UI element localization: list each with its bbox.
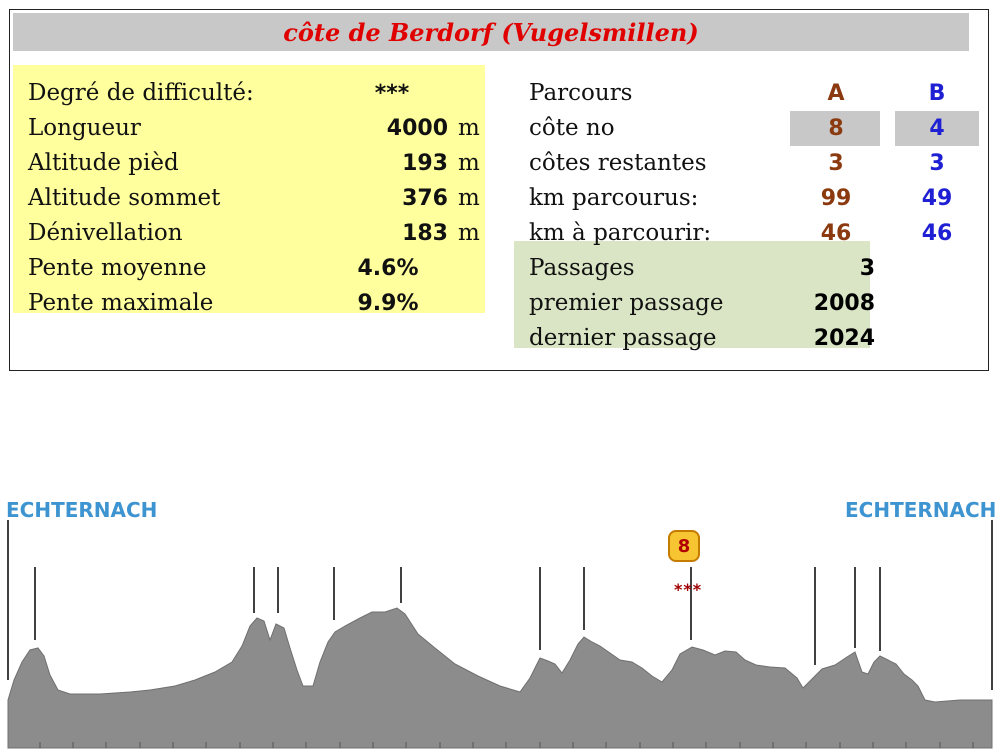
climb-stats-box [13,65,485,313]
course-a-cell-bg [790,111,880,146]
course-row-label: km parcourus: [529,185,699,211]
course-a-value: 46 [820,221,852,246]
end-town-label: ECHTERNACH [845,498,997,522]
course-a-value: 8 [828,116,844,141]
start-town-label: ECHTERNACH [6,498,158,522]
page-title: côte de Berdorf (Vugelsmillen) [13,13,969,51]
climb-marker-lines [7,520,993,690]
stat-label: Pente moyenne [28,255,207,281]
course-b-header: B [928,81,946,106]
stat-label: Altitude pièd [28,150,179,176]
passage-label: premier passage [529,290,724,316]
stat-value: 183 [402,221,448,246]
stat-unit: m [458,115,480,141]
course-header-label: Parcours [529,80,633,106]
passage-label: Passages [529,255,635,281]
course-row-label: côtes restantes [529,150,707,176]
course-a-header: A [827,81,845,106]
elevation-area [7,607,993,749]
stat-unit: m [458,185,480,211]
stat-unit: m [458,150,480,176]
stat-label: Dénivellation [28,220,183,246]
stat-unit: m [458,220,480,246]
km-ticks [39,742,974,748]
course-b-value: 3 [929,151,945,176]
course-b-value: 49 [921,186,953,211]
stat-value: 376 [402,186,448,211]
passage-value: 3 [859,256,875,281]
passages-box [514,241,870,348]
course-b-value: 46 [921,221,953,246]
stat-label: Pente maximale [28,290,214,316]
elevation-profile [7,520,993,749]
course-b-cell-bg [895,111,979,146]
climb-info-panel [9,9,989,371]
stat-label: Altitude sommet [28,185,221,211]
passage-value: 2008 [813,291,875,316]
stat-value: 193 [402,151,448,176]
climb-difficulty-stars: *** [674,580,703,599]
course-row-label: côte no [529,115,615,141]
stat-value: 4000 [386,116,448,141]
passage-label: dernier passage [529,325,717,351]
stat-label: Longueur [28,115,141,141]
difficulty-label: Degré de difficulté: [28,80,254,106]
course-a-value: 3 [828,151,844,176]
climb-number-badge: 8 [668,530,700,562]
difficulty-stars: *** [374,81,410,106]
stat-value: 4.6% [357,256,419,281]
course-row-label: km à parcourir: [529,220,712,246]
course-b-value: 4 [929,116,945,141]
course-a-value: 99 [820,186,852,211]
stat-value: 9.9% [357,291,419,316]
passage-value: 2024 [813,326,875,351]
